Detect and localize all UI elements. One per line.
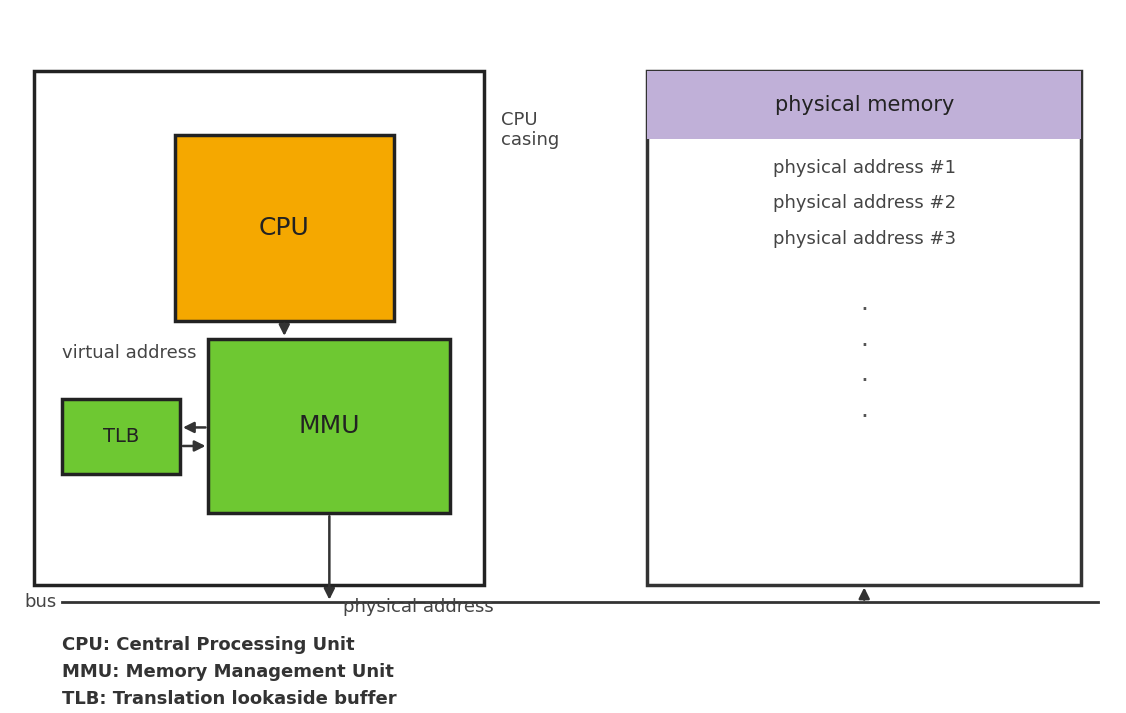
Text: virtual address: virtual address <box>62 344 196 362</box>
Bar <box>34 71 484 585</box>
Text: ·: · <box>860 334 868 358</box>
Text: ·: · <box>860 369 868 394</box>
Text: ·: · <box>860 405 868 429</box>
Bar <box>62 399 180 474</box>
Text: MMU: MMU <box>298 414 360 438</box>
Text: TLB: TLB <box>102 427 140 446</box>
Text: physical address #3: physical address #3 <box>772 230 956 248</box>
Text: physical address: physical address <box>343 598 494 617</box>
Text: CPU: CPU <box>259 216 310 240</box>
Text: physical memory: physical memory <box>775 95 954 116</box>
Bar <box>647 71 1081 585</box>
Bar <box>647 71 1081 139</box>
Text: CPU
casing: CPU casing <box>501 111 560 149</box>
Text: ·: · <box>860 298 868 322</box>
Text: CPU: Central Processing Unit: CPU: Central Processing Unit <box>62 636 355 654</box>
Text: TLB: Translation lookaside buffer: TLB: Translation lookaside buffer <box>62 690 396 708</box>
Bar <box>208 339 450 513</box>
Bar <box>175 135 394 321</box>
Text: physical address #1: physical address #1 <box>772 158 956 177</box>
Text: MMU: Memory Management Unit: MMU: Memory Management Unit <box>62 663 394 681</box>
Text: physical address #2: physical address #2 <box>772 194 956 212</box>
Text: bus: bus <box>24 593 56 612</box>
